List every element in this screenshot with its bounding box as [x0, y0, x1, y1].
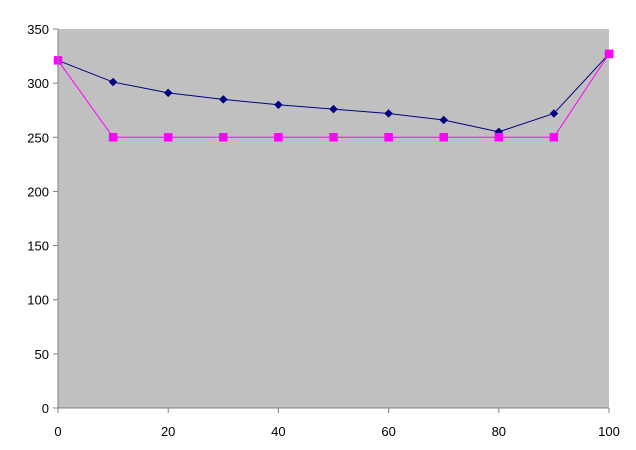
y-tick-label: 50: [35, 347, 49, 362]
y-tick-label: 250: [27, 130, 49, 145]
series-2-point: [494, 133, 504, 142]
series-2-point: [163, 133, 173, 142]
series-2-point: [384, 133, 393, 142]
x-tick-label: 40: [271, 424, 285, 439]
y-tick-label: 150: [27, 239, 49, 254]
series-1-point: [384, 109, 393, 118]
x-tick-label: 100: [598, 424, 620, 439]
series-2-point: [274, 133, 283, 142]
series-2-point: [439, 133, 448, 142]
x-tick-label: 60: [381, 424, 395, 439]
series-2-point: [549, 133, 559, 142]
y-tick-label: 0: [42, 401, 49, 416]
x-tick-label: 0: [54, 424, 61, 439]
series-1-point: [108, 77, 118, 87]
series-2-point: [108, 133, 118, 142]
series-1-point: [549, 109, 559, 118]
y-tick-label: 300: [27, 76, 49, 91]
y-axis-ticks: 0 50 100 150 200 250 300 350: [27, 22, 58, 416]
series-1-point: [274, 100, 283, 110]
series-1-point: [163, 88, 173, 98]
plot-area: [58, 29, 609, 408]
y-tick-label: 200: [27, 184, 49, 199]
series-layer: [53, 49, 614, 142]
series-2-point: [219, 133, 228, 142]
series-1-point: [439, 115, 449, 125]
y-tick-label: 100: [27, 293, 49, 308]
x-tick-label: 80: [492, 424, 506, 439]
series-2-point: [329, 133, 338, 142]
y-tick-label: 350: [27, 22, 49, 37]
series-1-point: [329, 104, 338, 114]
x-axis-ticks: 0 20 40 60 80 100: [54, 408, 620, 439]
series-1-point: [218, 95, 228, 104]
x-tick-label: 20: [161, 424, 175, 439]
series-2-point: [604, 49, 614, 59]
